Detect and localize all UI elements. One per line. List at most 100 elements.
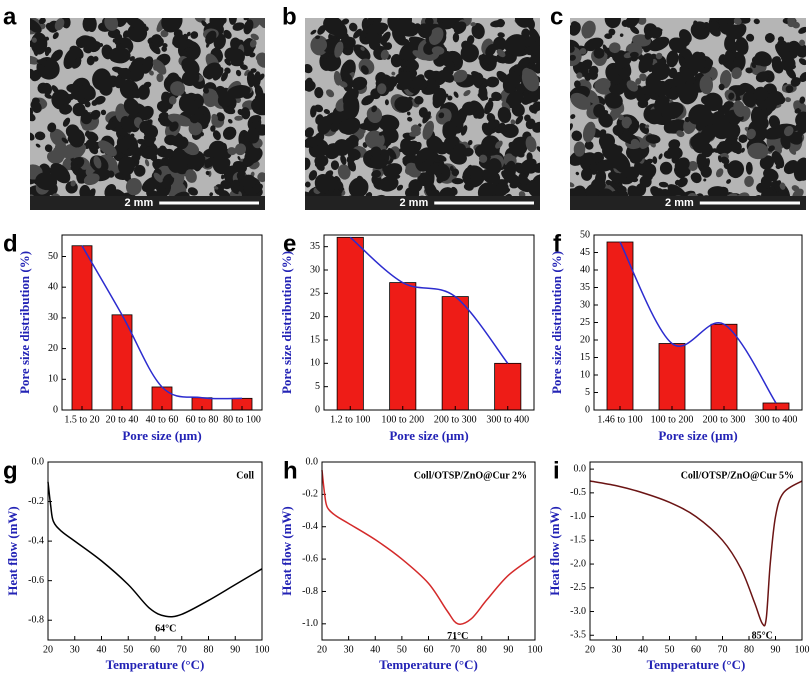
pore — [137, 84, 150, 100]
pore — [412, 75, 426, 91]
pore — [573, 141, 586, 157]
pore — [679, 66, 696, 85]
x-tick-label: 60 — [150, 644, 160, 655]
pore — [112, 38, 117, 43]
x-tick-label: 60 to 80 — [186, 414, 219, 425]
pore — [467, 139, 473, 146]
pore — [580, 59, 593, 71]
pore — [767, 145, 775, 152]
pore — [470, 46, 477, 51]
pore — [220, 180, 229, 189]
pore — [253, 71, 261, 89]
pore — [72, 102, 86, 117]
pore — [396, 184, 404, 191]
pore — [341, 18, 350, 25]
pore — [105, 121, 119, 130]
pore — [141, 176, 161, 193]
pore — [61, 137, 69, 144]
pore — [381, 132, 393, 147]
y-tick-label: -1.0 — [570, 511, 586, 522]
pore — [333, 139, 351, 157]
pore — [162, 43, 168, 48]
pore — [305, 127, 314, 138]
pore — [242, 154, 256, 168]
pore — [371, 105, 378, 113]
pore — [102, 47, 111, 56]
pore — [414, 153, 428, 164]
x-tick-label: 80 — [204, 644, 214, 655]
bar — [441, 296, 469, 411]
pore — [98, 140, 117, 157]
bar — [389, 282, 417, 411]
pore — [387, 148, 397, 160]
x-tick-label: 50 — [397, 644, 407, 655]
pore — [629, 51, 639, 58]
pore — [44, 46, 52, 55]
y-tick-label: -0.2 — [302, 489, 318, 500]
pore — [232, 188, 239, 194]
pore — [799, 104, 805, 110]
curve-label: Coll/OTSP/ZnO@Cur 2% — [414, 470, 527, 481]
pore — [104, 18, 119, 31]
pore — [487, 119, 497, 130]
pore — [775, 43, 794, 63]
pore — [359, 36, 367, 42]
pore — [227, 118, 233, 124]
pore — [788, 147, 797, 155]
pore — [796, 170, 806, 181]
pore — [172, 39, 178, 46]
y-tick-label: 30 — [48, 312, 58, 323]
pore — [115, 18, 127, 27]
pore — [478, 54, 485, 61]
pore — [439, 70, 455, 83]
pore — [371, 170, 377, 177]
pore — [246, 70, 256, 88]
x-axis-title: Pore size (μm) — [389, 428, 468, 443]
panel-letter: i — [553, 457, 560, 484]
pore — [582, 121, 596, 143]
pore — [450, 186, 458, 195]
pore — [170, 81, 186, 96]
plot-frame — [321, 461, 536, 641]
pore — [700, 165, 712, 178]
pore — [447, 95, 453, 101]
panel-letter: f — [553, 230, 562, 257]
y-tick-label: 10 — [580, 369, 590, 380]
pore — [471, 71, 481, 79]
pore — [228, 128, 233, 134]
pore — [343, 43, 348, 49]
pore — [169, 121, 179, 132]
pore — [330, 122, 341, 132]
x-tick-label: 40 — [370, 644, 380, 655]
pore — [784, 97, 792, 103]
pore — [231, 179, 240, 188]
y-tick-label: 0 — [315, 404, 320, 415]
pore — [496, 49, 506, 58]
pore — [712, 148, 719, 153]
pore — [796, 130, 803, 138]
pore — [186, 150, 206, 170]
pore — [521, 68, 540, 92]
pore — [257, 172, 265, 183]
pore — [608, 104, 624, 122]
x-axis-title: Temperature (°C) — [647, 657, 746, 672]
pore — [366, 106, 383, 124]
pore — [360, 46, 365, 51]
pore — [368, 39, 381, 51]
pore — [428, 27, 444, 46]
pore — [783, 126, 794, 137]
pore — [716, 140, 734, 156]
pore — [189, 114, 200, 124]
pore — [759, 155, 775, 170]
pore — [504, 34, 527, 55]
pore — [676, 130, 685, 138]
pore — [630, 138, 640, 149]
pore — [412, 50, 429, 61]
pore — [317, 25, 326, 35]
pore — [349, 22, 358, 32]
pore — [604, 18, 621, 29]
pore — [511, 103, 525, 117]
pore — [223, 106, 236, 115]
pore — [612, 125, 624, 136]
pore — [494, 182, 509, 197]
